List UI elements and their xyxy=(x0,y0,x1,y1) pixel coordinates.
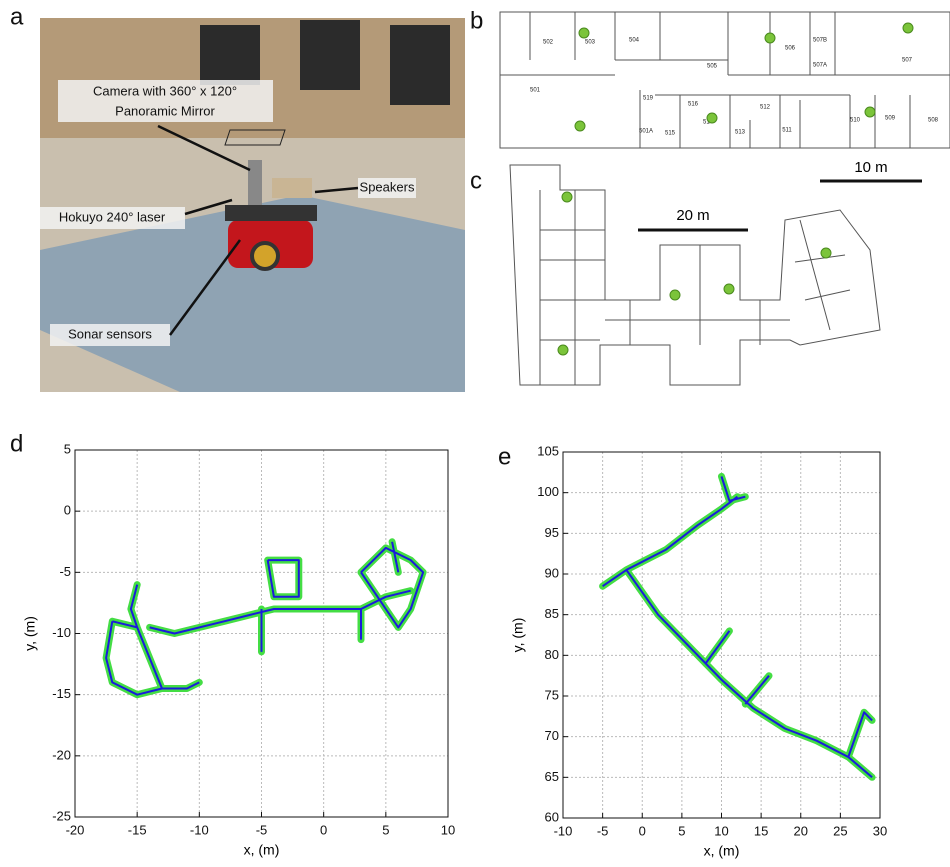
x-tick-label: 10 xyxy=(714,823,728,838)
y-tick-label: 60 xyxy=(545,809,559,824)
y-axis-label: y, (m) xyxy=(22,616,38,651)
y-tick-label: -15 xyxy=(52,686,71,701)
location-dot xyxy=(903,23,913,33)
x-tick-label: 25 xyxy=(833,823,847,838)
y-tick-label: 95 xyxy=(545,525,559,540)
room-number: 509 xyxy=(885,116,896,122)
x-tick-label: -10 xyxy=(190,822,209,837)
location-dot xyxy=(707,113,717,123)
x-axis-label: x, (m) xyxy=(704,843,740,859)
floorplan-b: 502 503 504 505 506 507 508 509 510 511 … xyxy=(470,7,950,148)
chair xyxy=(390,25,450,105)
speakers xyxy=(272,178,312,198)
x-tick-label: -20 xyxy=(66,822,85,837)
y-axis-label: y, (m) xyxy=(510,618,526,653)
y-tick-label: -25 xyxy=(52,808,71,823)
location-dot xyxy=(821,248,831,258)
room-number: 510 xyxy=(850,118,861,124)
chair xyxy=(200,25,260,85)
panel-label: b xyxy=(470,7,483,34)
room-number: 503 xyxy=(585,40,596,46)
y-tick-label: 70 xyxy=(545,728,559,743)
y-tick-label: -5 xyxy=(59,564,71,579)
annotation: Speakers xyxy=(360,179,415,194)
figure: Camera with 360° x 120° Panoramic Mirror… xyxy=(0,0,950,862)
room-number: 511 xyxy=(782,128,792,134)
y-tick-label: 90 xyxy=(545,565,559,580)
room-number: 505 xyxy=(707,64,718,70)
chair xyxy=(300,20,360,90)
x-tick-label: -10 xyxy=(554,823,573,838)
x-tick-label: -5 xyxy=(597,823,609,838)
y-tick-label: -20 xyxy=(52,747,71,762)
location-dot xyxy=(724,284,734,294)
x-tick-label: 5 xyxy=(678,823,685,838)
panel-label: e xyxy=(498,443,511,470)
locations xyxy=(575,23,913,131)
panel-label: c xyxy=(470,167,482,194)
y-tick-label: 85 xyxy=(545,606,559,621)
y-tick-label: -10 xyxy=(52,625,71,640)
location-dot xyxy=(865,107,875,117)
plan-outline xyxy=(500,12,950,148)
camera xyxy=(248,160,262,205)
x-tick-label: -15 xyxy=(128,822,147,837)
room-number: 507 xyxy=(902,58,913,64)
room-number: 512 xyxy=(760,105,771,111)
x-tick-label: 0 xyxy=(639,823,646,838)
y-tick-label: 100 xyxy=(537,484,559,499)
annotation: Panoramic Mirror xyxy=(115,103,215,118)
x-tick-label: 15 xyxy=(754,823,768,838)
room-number: 504 xyxy=(629,38,640,44)
room-number: 516 xyxy=(688,102,699,108)
photo: Camera with 360° x 120° Panoramic Mirror… xyxy=(10,3,465,392)
location-dot xyxy=(765,33,775,43)
panel-label: a xyxy=(10,3,24,30)
y-tick-label: 0 xyxy=(64,503,71,518)
room-number: 519 xyxy=(643,96,654,102)
x-tick-label: -5 xyxy=(256,822,268,837)
room-number: 507B xyxy=(813,38,827,44)
location-dot xyxy=(579,28,589,38)
room-number: 507A xyxy=(813,63,827,69)
location-dot xyxy=(575,121,585,131)
x-tick-label: 0 xyxy=(320,822,327,837)
x-tick-label: 5 xyxy=(382,822,389,837)
scale-bar-label: 20 m xyxy=(676,207,709,224)
location-dot xyxy=(562,192,572,202)
x-axis-label: x, (m) xyxy=(244,842,280,858)
scale-bar-label: 10 m xyxy=(854,159,887,176)
robot-top xyxy=(225,205,317,221)
y-tick-label: 5 xyxy=(64,441,71,456)
y-tick-label: 75 xyxy=(545,687,559,702)
y-tick-label: 105 xyxy=(537,443,559,458)
x-tick-label: 20 xyxy=(794,823,808,838)
annotation: Sonar sensors xyxy=(68,326,152,341)
plan-walls xyxy=(500,12,950,148)
y-tick-label: 80 xyxy=(545,647,559,662)
room-number: 501 xyxy=(530,88,541,94)
room-number: 506 xyxy=(785,46,796,52)
wheel xyxy=(252,243,278,269)
x-tick-label: 10 xyxy=(441,822,455,837)
panel-label: d xyxy=(10,430,23,457)
room-number: 501A xyxy=(639,129,653,135)
room-number: 513 xyxy=(735,130,746,136)
room-number: 508 xyxy=(928,118,939,124)
y-tick-label: 65 xyxy=(545,769,559,784)
floorplan-c: 20 m 10 m c xyxy=(470,159,922,385)
room-number: 502 xyxy=(543,40,554,46)
location-dot xyxy=(670,290,680,300)
location-dot xyxy=(558,345,568,355)
x-tick-label: 30 xyxy=(873,823,887,838)
room-number: 515 xyxy=(665,131,676,137)
annotation: Hokuyo 240° laser xyxy=(59,209,166,224)
annotation: Camera with 360° x 120° xyxy=(93,83,237,98)
